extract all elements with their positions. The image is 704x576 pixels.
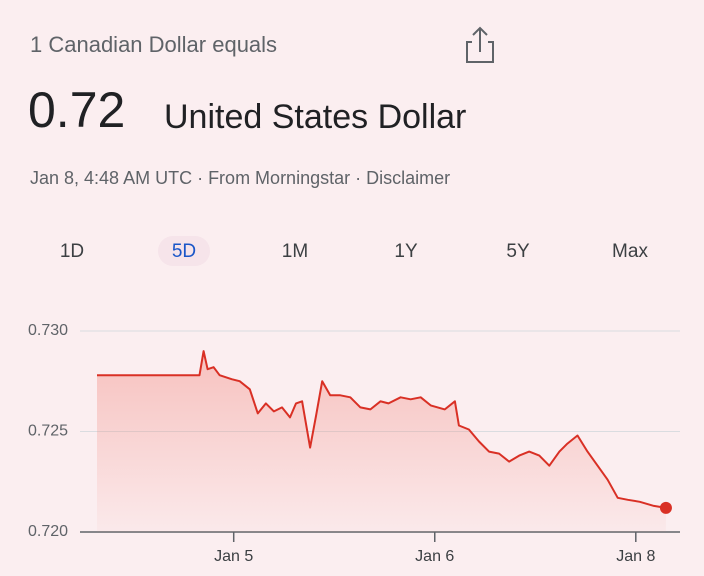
- last-point: [659, 501, 672, 514]
- range-tab[interactable]: 1D: [60, 241, 84, 262]
- tab-label[interactable]: 1M: [282, 241, 308, 262]
- range-tabs: 1D 5D 1M 1Y 5Y Max: [60, 236, 648, 266]
- x-tick-label: Jan 6: [415, 548, 454, 565]
- currency-name: United States Dollar: [164, 98, 466, 136]
- y-tick-label: 0.720: [28, 523, 68, 540]
- range-tab[interactable]: 1M: [282, 241, 308, 262]
- tab-label[interactable]: Max: [612, 241, 648, 262]
- share-icon-box[interactable]: [466, 41, 494, 63]
- range-tab[interactable]: 5D: [158, 236, 210, 266]
- rate: 0.72: [28, 82, 125, 138]
- y-tick-label: 0.730: [28, 322, 68, 339]
- share-icon-arrow[interactable]: [472, 26, 488, 52]
- y-tick-label: 0.725: [28, 423, 68, 440]
- tab-label[interactable]: 5D: [172, 241, 196, 262]
- range-tab[interactable]: Max: [612, 241, 648, 262]
- price-line: [97, 350, 667, 509]
- tab-label[interactable]: 1D: [60, 241, 84, 262]
- range-tab[interactable]: 5Y: [506, 241, 530, 262]
- tab-label[interactable]: 1Y: [394, 241, 418, 262]
- range-tab[interactable]: 1Y: [394, 241, 418, 262]
- chart: 0.730 0.725 0.720 Jan 5 Jan 6 Jan 8: [28, 322, 680, 565]
- area-fill: [97, 351, 666, 532]
- x-tick-label: Jan 8: [616, 548, 655, 565]
- tab-highlight[interactable]: [158, 236, 210, 266]
- subtitle: 1 Canadian Dollar equals: [30, 32, 277, 57]
- tab-label[interactable]: 5Y: [506, 241, 530, 262]
- x-tick-label: Jan 5: [214, 548, 253, 565]
- share-button[interactable]: [466, 26, 494, 63]
- source-info: Jan 8, 4:48 AM UTC · From Morningstar · …: [30, 168, 450, 188]
